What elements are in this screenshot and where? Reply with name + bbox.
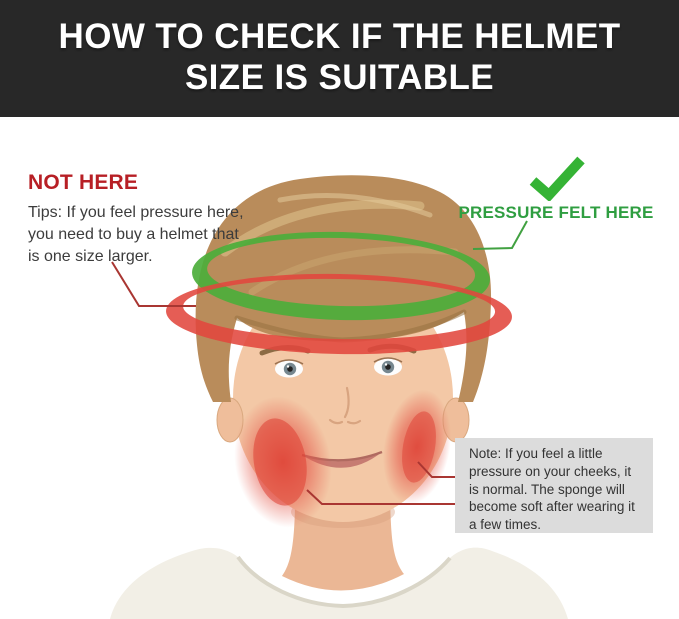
cheek-pressure-right <box>382 389 452 505</box>
cheek-pressure-left <box>234 396 332 528</box>
not-here-tips: Tips: If you feel pressure here, you nee… <box>28 204 244 265</box>
note-text: Note: If you feel a little pressure on y… <box>469 446 635 533</box>
incorrect-pressure-band <box>166 273 512 355</box>
connector-line-not-here <box>111 261 196 307</box>
shirt-collar <box>236 555 452 609</box>
nose <box>328 386 362 425</box>
page-title: HOW TO CHECK IF THE HELMET SIZE IS SUITA… <box>58 17 621 97</box>
not-here-heading: NOT HERE <box>28 171 139 194</box>
note-box: Note: If you feel a little pressure on y… <box>455 438 653 533</box>
connector-line-note-top <box>417 461 456 478</box>
connector-line-note-bottom <box>306 489 456 505</box>
hair <box>195 175 492 402</box>
header-bar: HOW TO CHECK IF THE HELMET SIZE IS SUITA… <box>0 0 679 117</box>
eyes <box>274 357 403 378</box>
check-icon <box>529 156 585 201</box>
pressure-felt-heading: PRESSURE FELT HERE <box>458 203 654 222</box>
shirt <box>110 547 568 619</box>
callout-pressure-felt: PRESSURE FELT HERE <box>452 155 660 223</box>
connector-line-pressure-felt <box>472 220 528 250</box>
callout-not-here: NOT HERE Tips: If you feel pressure here… <box>28 171 252 268</box>
